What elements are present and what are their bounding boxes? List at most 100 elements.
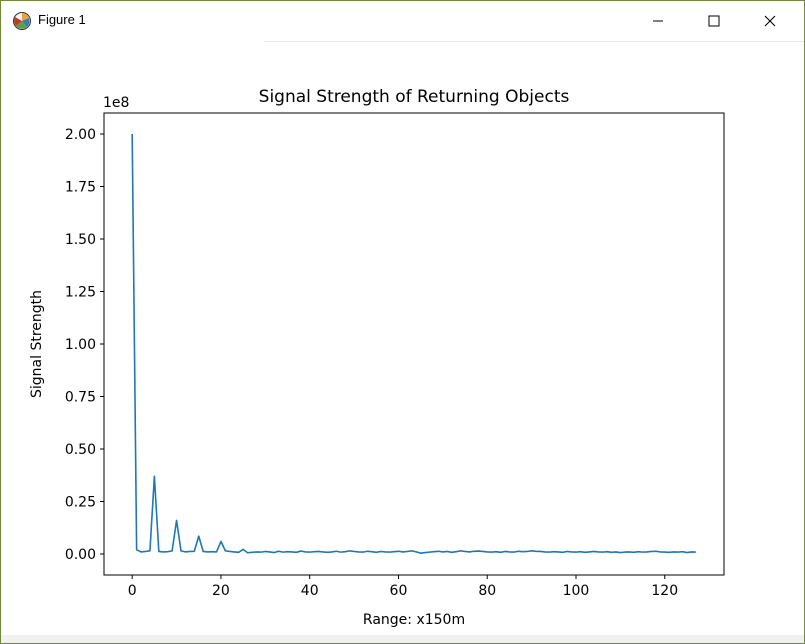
- close-icon: [764, 15, 776, 27]
- data-point: [486, 551, 488, 553]
- data-point: [615, 551, 617, 553]
- data-point: [673, 551, 675, 553]
- data-point: [398, 550, 400, 552]
- x-tick-label: 100: [563, 583, 590, 599]
- minimize-button[interactable]: [635, 1, 681, 41]
- y-axis-offset-label: 1e8: [103, 95, 129, 111]
- data-point: [251, 552, 253, 554]
- data-point: [624, 551, 626, 553]
- data-point: [695, 551, 697, 553]
- data-point: [424, 552, 426, 554]
- data-point: [584, 552, 586, 554]
- data-point: [513, 551, 515, 553]
- data-point: [340, 551, 342, 553]
- data-point: [336, 550, 338, 552]
- toolbar-strip: [1, 635, 804, 643]
- x-tick-label: 40: [301, 583, 319, 599]
- data-point: [167, 551, 169, 553]
- data-point: [229, 551, 231, 553]
- data-point: [682, 551, 684, 553]
- data-point: [628, 551, 630, 553]
- close-button[interactable]: [747, 1, 793, 41]
- data-point: [455, 551, 457, 553]
- data-point: [287, 551, 289, 553]
- data-point: [544, 551, 546, 553]
- data-point: [433, 551, 435, 553]
- data-point: [331, 551, 333, 553]
- matplotlib-figure-icon: [13, 12, 31, 30]
- data-point: [495, 551, 497, 553]
- data-point: [464, 551, 466, 553]
- data-point: [575, 551, 577, 553]
- data-point: [429, 551, 431, 553]
- data-point: [664, 551, 666, 553]
- data-point: [318, 551, 320, 553]
- data-point: [469, 551, 471, 553]
- data-point: [233, 551, 235, 553]
- x-tick-label: 120: [651, 583, 678, 599]
- data-point: [296, 552, 298, 554]
- data-point: [371, 551, 373, 553]
- data-point: [389, 551, 391, 553]
- data-point: [216, 551, 218, 553]
- data-point: [562, 552, 564, 554]
- data-point: [566, 551, 568, 553]
- data-point: [571, 551, 573, 553]
- data-point: [136, 549, 138, 551]
- y-tick-label: 0.75: [65, 390, 96, 406]
- data-point: [593, 551, 595, 553]
- data-point: [460, 550, 462, 552]
- data-point: [637, 551, 639, 553]
- data-point: [269, 551, 271, 553]
- maximize-icon: [708, 15, 720, 27]
- data-point: [451, 552, 453, 554]
- data-point: [380, 551, 382, 553]
- y-axis-label: Signal Strength: [29, 290, 45, 398]
- data-point: [327, 552, 329, 554]
- title-bar[interactable]: Figure 1: [1, 1, 804, 41]
- y-tick-label: 0.25: [65, 495, 96, 511]
- data-point: [531, 550, 533, 552]
- data-point: [438, 550, 440, 552]
- data-point: [442, 551, 444, 553]
- data-point: [553, 551, 555, 553]
- data-point: [668, 552, 670, 554]
- data-point: [620, 552, 622, 554]
- data-point: [238, 552, 240, 554]
- figure-canvas[interactable]: Signal Strength of Returning Objects 1e8…: [1, 42, 804, 636]
- data-point: [367, 550, 369, 552]
- data-point: [375, 552, 377, 554]
- data-point: [557, 551, 559, 553]
- data-point: [642, 551, 644, 553]
- data-point: [291, 551, 293, 553]
- data-point: [509, 551, 511, 553]
- title-separator: [264, 41, 804, 42]
- data-point: [198, 535, 200, 537]
- data-point: [242, 549, 244, 551]
- data-point: [535, 550, 537, 552]
- data-point: [189, 551, 191, 553]
- maximize-button[interactable]: [691, 1, 737, 41]
- data-point: [540, 551, 542, 553]
- y-tick-label: 1.25: [65, 285, 96, 301]
- data-point: [549, 551, 551, 553]
- data-point: [162, 551, 164, 553]
- data-point: [140, 551, 142, 553]
- x-tick-label: 80: [478, 583, 496, 599]
- data-point: [131, 133, 133, 135]
- data-point: [606, 551, 608, 553]
- data-point: [482, 551, 484, 553]
- series-line: [131, 133, 696, 554]
- data-point: [393, 551, 395, 553]
- data-point: [580, 551, 582, 553]
- data-point: [260, 551, 262, 553]
- data-point: [185, 551, 187, 553]
- data-point: [149, 550, 151, 552]
- data-point: [500, 552, 502, 554]
- data-point: [504, 551, 506, 553]
- data-point: [522, 551, 524, 553]
- y-tick-label: 1.75: [65, 180, 96, 196]
- data-point: [300, 550, 302, 552]
- data-point: [256, 551, 258, 553]
- data-point: [415, 551, 417, 553]
